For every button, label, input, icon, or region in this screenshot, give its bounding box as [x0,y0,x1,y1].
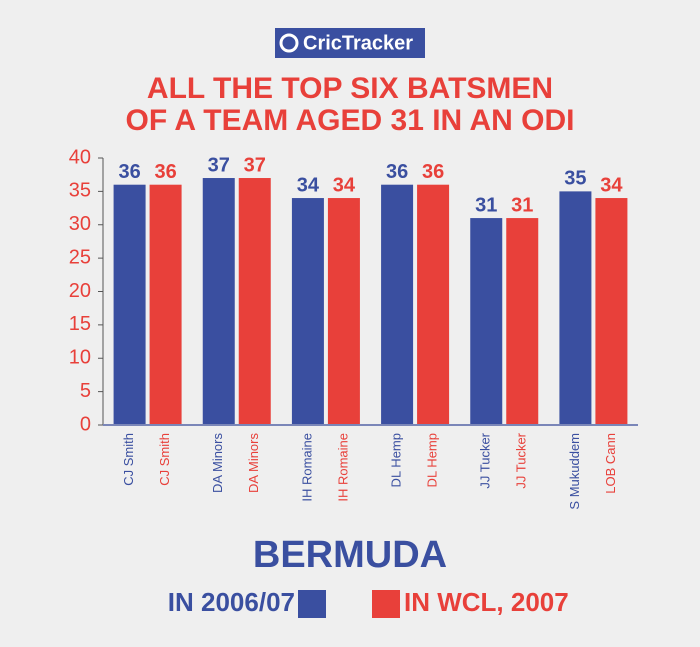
x-tick-label: JJ Tucker [514,432,529,488]
x-tick-label: DA Minors [210,433,225,493]
x-tick-label: LOB Cann [603,433,618,494]
y-tick-label: 10 [69,347,91,369]
value-label: 36 [154,161,176,183]
y-tick-label: 30 [69,213,91,235]
value-label: 34 [333,174,356,196]
logo-icon [279,33,299,53]
x-tick-label: CJ Smith [157,433,172,486]
legend-label: IN WCL, 2007 [404,587,569,617]
logo-text: CricTracker [303,32,413,54]
bar [113,184,146,425]
bar [149,184,182,425]
value-label: 37 [244,154,266,176]
value-label: 36 [422,161,444,183]
x-tick-label: JJ Tucker [478,432,493,488]
chart-title: ALL THE TOP SIX BATSMEN [147,72,553,105]
value-label: 31 [511,194,533,216]
legend-swatch [372,590,400,618]
value-label: 36 [118,161,140,183]
y-tick-label: 20 [69,280,91,302]
value-label: 35 [564,168,586,190]
y-tick-label: 0 [80,413,91,435]
y-tick-label: 25 [69,246,91,268]
x-tick-label: DA Minors [246,433,261,493]
x-tick-label: CJ Smith [121,433,136,486]
logo-box [275,28,425,58]
value-label: 37 [208,154,230,176]
bar [238,178,271,425]
bar [327,198,360,425]
bar [559,191,592,425]
bar [595,198,628,425]
value-label: 36 [386,161,408,183]
value-label: 34 [297,174,320,196]
bar [417,184,450,425]
bar [470,218,503,425]
x-tick-label: IH Romaine [335,433,350,502]
bar [291,198,324,425]
y-tick-label: 5 [80,380,91,402]
x-tick-label: DL Hemp [425,433,440,487]
x-tick-label: S Mukuddem [567,433,582,510]
chart-title: OF A TEAM AGED 31 IN AN ODI [126,104,575,137]
bar [381,184,414,425]
legend-label: IN 2006/07 [168,587,295,617]
bar [202,178,235,425]
y-tick-label: 35 [69,180,91,202]
y-tick-label: 15 [69,313,91,335]
x-tick-label: DL Hemp [389,433,404,487]
team-label: BERMUDA [253,534,447,576]
y-tick-label: 40 [69,146,91,168]
legend-swatch [298,590,326,618]
bar [506,218,539,425]
x-tick-label: IH Romaine [299,433,314,502]
value-label: 31 [475,194,497,216]
value-label: 34 [600,174,623,196]
